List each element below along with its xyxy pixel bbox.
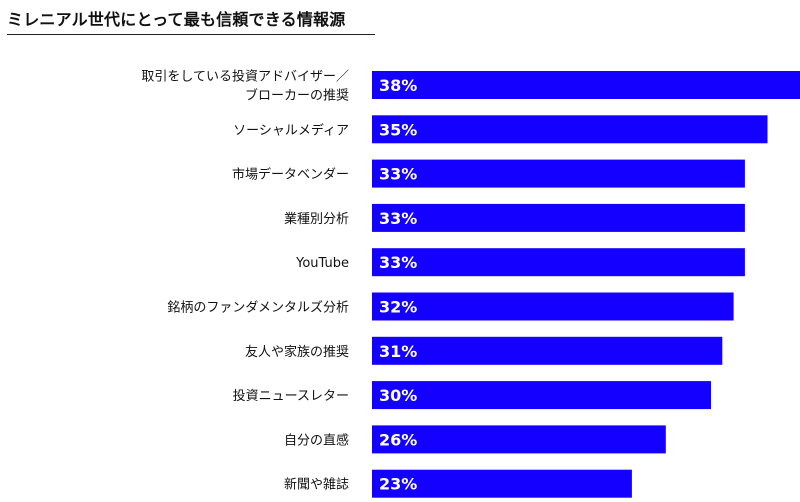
- bar: [372, 425, 666, 454]
- bar-value-label: 35%: [379, 120, 417, 139]
- category-label: 業種別分析: [284, 211, 349, 227]
- bar: [372, 115, 768, 144]
- title-underline: [7, 34, 375, 35]
- category-label: ブローカーの推奨: [245, 88, 349, 104]
- bar-value-label: 33%: [379, 253, 417, 272]
- bar-value-label: 31%: [379, 342, 417, 361]
- bar: [372, 292, 734, 321]
- category-label: 新聞や雑誌: [284, 477, 349, 493]
- bar-value-label: 26%: [379, 430, 417, 449]
- bar: [372, 248, 745, 277]
- bar-value-label: 33%: [379, 165, 417, 184]
- bar: [372, 71, 800, 99]
- category-label: 銘柄のファンダメンタルズ分析: [167, 300, 349, 316]
- category-label: 取引をしている投資アドバイザー／: [141, 69, 349, 85]
- bar: [372, 159, 745, 188]
- bar: [372, 469, 632, 498]
- bar-value-label: 33%: [379, 209, 417, 228]
- category-label: 投資ニュースレター: [233, 388, 349, 404]
- bar-value-label: 38%: [379, 76, 417, 95]
- category-label: YouTube: [295, 256, 349, 271]
- bar: [372, 336, 723, 365]
- category-label: 自分の直感: [284, 432, 349, 448]
- category-label: 友人や家族の推奨: [245, 344, 349, 360]
- bar: [372, 203, 745, 232]
- category-label: 市場データベンダー: [232, 167, 349, 183]
- bar-value-label: 32%: [379, 298, 417, 317]
- bar-value-label: 23%: [379, 475, 417, 494]
- bar: [372, 381, 711, 410]
- bar-value-label: 30%: [379, 386, 417, 405]
- chart-title: ミレニアル世代にとって最も信頼できる情報源: [7, 10, 346, 29]
- category-label: ソーシャルメディア: [233, 122, 349, 138]
